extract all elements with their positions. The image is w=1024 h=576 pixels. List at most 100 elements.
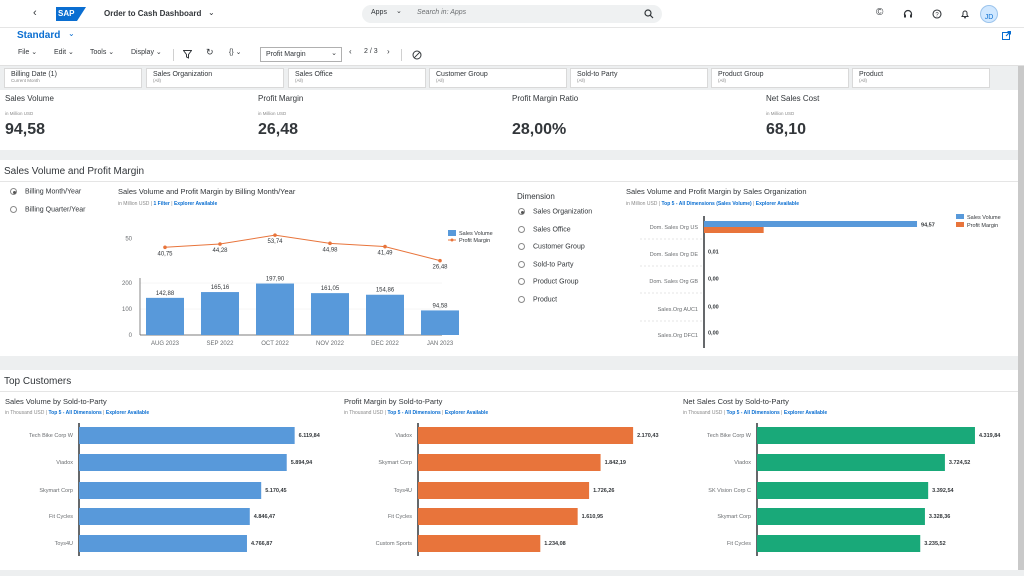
app-title[interactable]: Order to Cash Dashboard (104, 9, 202, 18)
bar (418, 508, 578, 525)
point-profit-margin (438, 258, 442, 263)
menu-display[interactable]: Display ⌄ (131, 49, 162, 56)
avatar[interactable]: JD (980, 5, 998, 23)
menu-edit[interactable]: Edit ⌄ (54, 49, 74, 56)
y-tick-label: Dom. Sales Org US (650, 225, 699, 231)
chevron-down-icon[interactable]: ⌄ (396, 8, 402, 15)
filter-link[interactable]: Top 5 - All Dimensions (Sales Volume) (661, 201, 752, 207)
point-profit-margin (273, 233, 277, 237)
filter-link[interactable]: Top 5 - All Dimensions (726, 410, 780, 416)
filter-link[interactable]: 1 Filter (153, 201, 170, 207)
chart-title: Profit Margin by Sold-to-Party (344, 397, 443, 406)
search-input[interactable]: Search in: Apps (417, 9, 467, 16)
copilot-icon[interactable]: © (876, 7, 884, 18)
filter-product[interactable]: Product (All) (852, 68, 990, 88)
y-tick-label: Sales.Org DFC1 (658, 333, 698, 339)
help-icon[interactable]: ? (932, 9, 942, 19)
bar-label: 165,16 (211, 285, 230, 291)
legend-swatch-sales-volume (448, 230, 456, 236)
chevron-down-icon[interactable]: ⌄ (208, 8, 215, 17)
chart-subtitle: in Thousand USD | Top 5 - All Dimensions… (344, 410, 489, 416)
filter-sold-to-party[interactable]: Sold-to Party (All) (570, 68, 708, 88)
next-page-icon[interactable]: › (387, 47, 390, 56)
scrollbar[interactable] (1018, 66, 1024, 570)
paging-label: 2 / 3 (364, 48, 378, 55)
radio-billing-quarter-year[interactable]: Billing Quarter/Year (10, 206, 85, 213)
back-icon[interactable]: ‹ (33, 7, 37, 19)
radio-dimension-sold-to-party[interactable]: Sold-to Party (518, 261, 573, 268)
search-field[interactable]: Apps ⌄ Search in: Apps (362, 5, 662, 23)
chart-by-sales-organization[interactable]: Dom. Sales Org US 94,57 Dom. Sales Org DE 0… (620, 210, 1012, 352)
filter-link[interactable]: Top 5 - All Dimensions (387, 410, 441, 416)
filter-sales-office[interactable]: Sales Office (All) (288, 68, 426, 88)
chart-sales-volume-by-sold-to-party[interactable]: Tech Bike Corp W 6.119,84 Viadox 5.894,94 Sk… (0, 420, 335, 560)
chart-subtitle: in Thousand USD | Top 5 - All Dimensions… (683, 410, 828, 416)
bar-label: 0,01 (708, 250, 719, 256)
point-label: 44,98 (322, 247, 338, 253)
filter-bar: Billing Date (1) Current Month Sales Orga… (0, 66, 1024, 90)
filter-link[interactable]: Top 5 - All Dimensions (48, 410, 102, 416)
shell-bar: ‹ SAP Order to Cash Dashboard ⌄ Apps ⌄ S… (0, 0, 1024, 28)
bell-icon[interactable] (960, 9, 970, 19)
y-tick-label: Skymart Corp (39, 488, 73, 494)
explorer-link[interactable]: Explorer Available (755, 201, 800, 207)
radio-dimension-sales-organization[interactable]: Sales Organization (518, 208, 592, 215)
bar-label: 0,00 (708, 277, 719, 283)
legend-label: Sales Volume (967, 215, 1001, 221)
radio-dot (10, 188, 17, 195)
menu-tools[interactable]: Tools ⌄ (90, 49, 115, 56)
share-icon[interactable] (1002, 31, 1011, 40)
chevron-down-icon[interactable]: ⌄ (68, 29, 75, 38)
y-tick-label: Dom. Sales Org GB (649, 279, 698, 285)
bar-label: 4.766,87 (251, 541, 272, 547)
radio-dimension-customer-group[interactable]: Customer Group (518, 243, 585, 250)
bar (757, 535, 921, 552)
refresh-icon[interactable]: ↻ (206, 47, 214, 57)
separator (401, 49, 402, 61)
measure-select[interactable]: Profit Margin ⌄ (260, 47, 342, 62)
radio-dimension-product-group[interactable]: Product Group (518, 278, 579, 285)
point-label: 26,48 (432, 265, 448, 271)
filter-sales-organization[interactable]: Sales Organization (All) (146, 68, 284, 88)
point-profit-margin (218, 242, 222, 246)
clear-icon[interactable] (412, 50, 422, 60)
radio-dot (518, 296, 525, 303)
search-scope[interactable]: Apps (371, 9, 387, 16)
point-label: 41,49 (377, 251, 393, 257)
headset-icon[interactable] (903, 9, 913, 19)
explorer-link[interactable]: Explorer Available (444, 410, 489, 416)
sap-logo[interactable]: SAP (56, 7, 86, 21)
point-label: 53,74 (267, 239, 283, 245)
radio-dimension-product[interactable]: Product (518, 296, 557, 303)
bar-label: 94,58 (432, 303, 448, 309)
bar (79, 427, 295, 444)
explorer-link[interactable]: Explorer Available (783, 410, 828, 416)
variant-title[interactable]: Standard (17, 30, 61, 41)
filter-customer-group[interactable]: Customer Group (All) (429, 68, 567, 88)
prev-page-icon[interactable]: ‹ (349, 47, 352, 56)
radio-dimension-sales-office[interactable]: Sales Office (518, 226, 571, 233)
point-profit-margin (328, 241, 332, 246)
bar-label: 3.328,36 (929, 514, 950, 520)
chart-net-sales-cost-by-sold-to-party[interactable]: Tech Bike Corp W 4.319,84 Viadox 3.724,52 SK… (678, 420, 1013, 560)
bar-label: 161,05 (321, 286, 340, 292)
chart-by-month[interactable]: 0 100 200 50 142,88 AUG 2023 165,16 SEP 2022 197… (112, 210, 502, 355)
y-tick-label: Fit Cycles (388, 514, 412, 520)
chart-profit-margin-by-sold-to-party[interactable]: Viadox 2.170,43 Skymart Corp 1.842,19 Toys4U… (339, 420, 674, 560)
section-title: Sales Volume and Profit Margin (4, 166, 145, 177)
legend-marker (450, 238, 454, 242)
explorer-link[interactable]: Explorer Available (105, 410, 150, 416)
bar-label: 2.170,43 (637, 433, 658, 439)
code-icon[interactable]: {} ⌄ (229, 49, 242, 56)
search-icon[interactable] (644, 9, 654, 19)
bar-label: 197,90 (266, 277, 285, 283)
menu-file[interactable]: File ⌄ (18, 49, 38, 56)
filter-product-group[interactable]: Product Group (All) (711, 68, 849, 88)
radio-billing-month-year[interactable]: Billing Month/Year (10, 188, 81, 195)
chart-subtitle: in Million USD | Top 5 - All Dimensions … (626, 201, 800, 207)
filter-icon[interactable] (183, 50, 192, 59)
svg-text:?: ? (935, 12, 939, 18)
explorer-link[interactable]: Explorer Available (173, 201, 218, 207)
filter-billing-date[interactable]: Billing Date (1) Current Month (4, 68, 142, 88)
page-header: Standard ⌄ (0, 28, 1024, 44)
